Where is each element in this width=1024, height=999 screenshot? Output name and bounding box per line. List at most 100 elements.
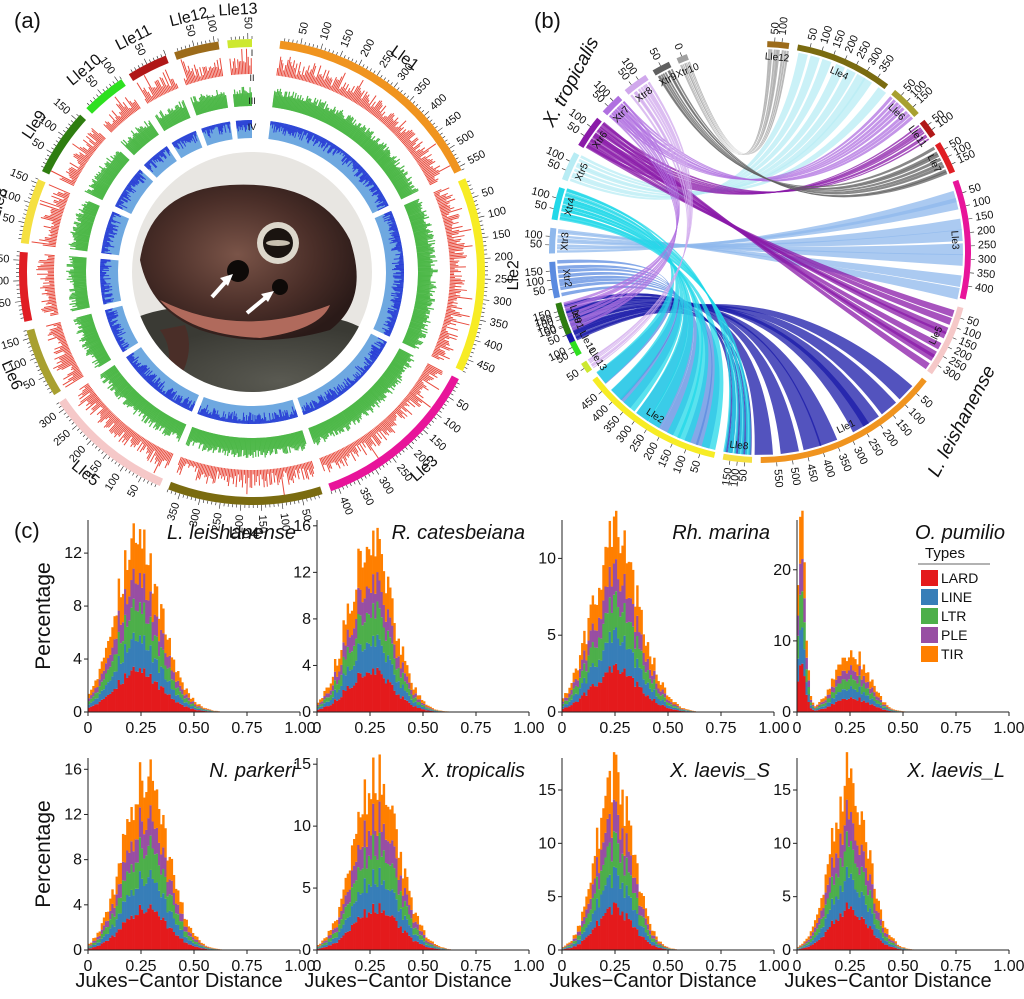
- species-title: L. leishanense: [167, 522, 296, 544]
- bar-lard: [809, 708, 813, 712]
- bar-ltr: [380, 617, 384, 646]
- bar-tir: [875, 898, 878, 911]
- bar-ple: [833, 687, 836, 693]
- bar-ple: [191, 701, 195, 704]
- tick-mark: [342, 486, 345, 490]
- bar-line: [871, 913, 874, 930]
- bar-line: [111, 676, 114, 692]
- bar-ltr: [429, 708, 432, 710]
- bar-lard: [847, 698, 851, 712]
- bar-tir: [612, 516, 616, 564]
- tick-mark: [469, 355, 473, 358]
- bar-line: [869, 699, 872, 705]
- bar-ltr: [200, 945, 203, 948]
- chromosome-label: Xtr10: [674, 61, 701, 80]
- bar-ple: [879, 699, 883, 703]
- bar-ltr: [342, 913, 345, 925]
- bar-ltr: [143, 602, 146, 636]
- bar-lard: [336, 700, 339, 712]
- bar-ple: [888, 938, 891, 942]
- bar-line: [797, 948, 800, 950]
- bar-ltr: [361, 868, 364, 894]
- track-ii-histogram: [229, 48, 252, 76]
- bar-ltr: [672, 706, 675, 708]
- bar-line: [355, 660, 358, 683]
- y-axis-label: Percentage: [32, 562, 55, 669]
- bar-line: [376, 634, 379, 668]
- bar-tir: [883, 927, 887, 933]
- chromosome-label: Xtr2: [560, 268, 573, 288]
- x-tick-label: 0.75: [460, 958, 491, 975]
- bar-ple: [157, 842, 161, 866]
- tick-mark: [68, 123, 71, 126]
- tick-label: 50: [930, 108, 947, 125]
- tick-mark: [427, 116, 430, 119]
- bar-ltr: [799, 947, 802, 949]
- bar-line: [196, 708, 199, 711]
- bar-ple: [881, 927, 885, 933]
- bar-tir: [348, 870, 352, 890]
- bar-tir: [425, 937, 428, 941]
- bar-line: [179, 929, 182, 939]
- tick-label: 200: [358, 37, 377, 59]
- bar-ple: [187, 932, 191, 936]
- bar-lard: [147, 676, 150, 712]
- bar-lard: [801, 663, 804, 712]
- bar-tir: [194, 702, 197, 705]
- spine-arrows: [210, 274, 274, 315]
- bar-tir: [608, 520, 612, 567]
- tick-mark: [76, 113, 79, 117]
- bar-lard: [92, 705, 95, 712]
- bar-ltr: [826, 698, 830, 703]
- bar-line: [847, 877, 851, 909]
- tick-label: 250: [866, 437, 886, 459]
- bar-lard: [854, 915, 857, 950]
- bar-ltr: [151, 848, 155, 879]
- bar-tir: [115, 876, 118, 895]
- bar-ltr: [833, 884, 836, 905]
- bar-ple: [100, 929, 104, 934]
- bar-lard: [429, 947, 432, 950]
- bar-ltr: [595, 876, 599, 899]
- tick-mark: [453, 153, 457, 156]
- bar-ple: [166, 882, 169, 897]
- tick-label: 0: [671, 42, 684, 52]
- bar-ltr: [604, 857, 607, 886]
- bar-line: [564, 704, 567, 708]
- bar-lard: [638, 936, 641, 950]
- bar-line: [418, 939, 422, 944]
- bar-ltr: [657, 944, 660, 947]
- bar-ltr: [589, 909, 592, 922]
- bar-tir: [583, 630, 586, 651]
- bar-ltr: [886, 937, 889, 942]
- tick-mark: [472, 195, 479, 198]
- tick-label: 100: [524, 228, 543, 241]
- bar-ple: [818, 704, 821, 706]
- tick-mark: [328, 49, 331, 53]
- legend-swatch-lard: [921, 570, 938, 586]
- bar-lard: [807, 702, 811, 712]
- ideogram-xtr3: [548, 227, 557, 254]
- bar-ltr: [845, 681, 849, 691]
- tick-mark: [698, 454, 701, 459]
- bar-ple: [138, 807, 142, 838]
- bar-lard: [412, 941, 415, 950]
- bar-ltr: [657, 693, 660, 700]
- bar-lard: [340, 697, 343, 712]
- bar-ple: [847, 670, 851, 680]
- bar-ple: [361, 846, 364, 869]
- bar-ltr: [623, 603, 626, 636]
- bar-tir: [877, 692, 880, 698]
- tick-mark: [176, 48, 179, 52]
- bar-ple: [871, 884, 874, 899]
- bar-tir: [636, 585, 639, 616]
- bar-ltr: [807, 687, 811, 695]
- bar-line: [801, 627, 804, 664]
- tick-mark: [382, 464, 385, 468]
- tick-mark: [440, 132, 443, 135]
- bar-ple: [90, 695, 93, 699]
- bar-ltr: [427, 943, 430, 946]
- track-density-lle2: [373, 187, 473, 361]
- bar-line: [578, 688, 582, 699]
- tick-mark: [393, 82, 398, 88]
